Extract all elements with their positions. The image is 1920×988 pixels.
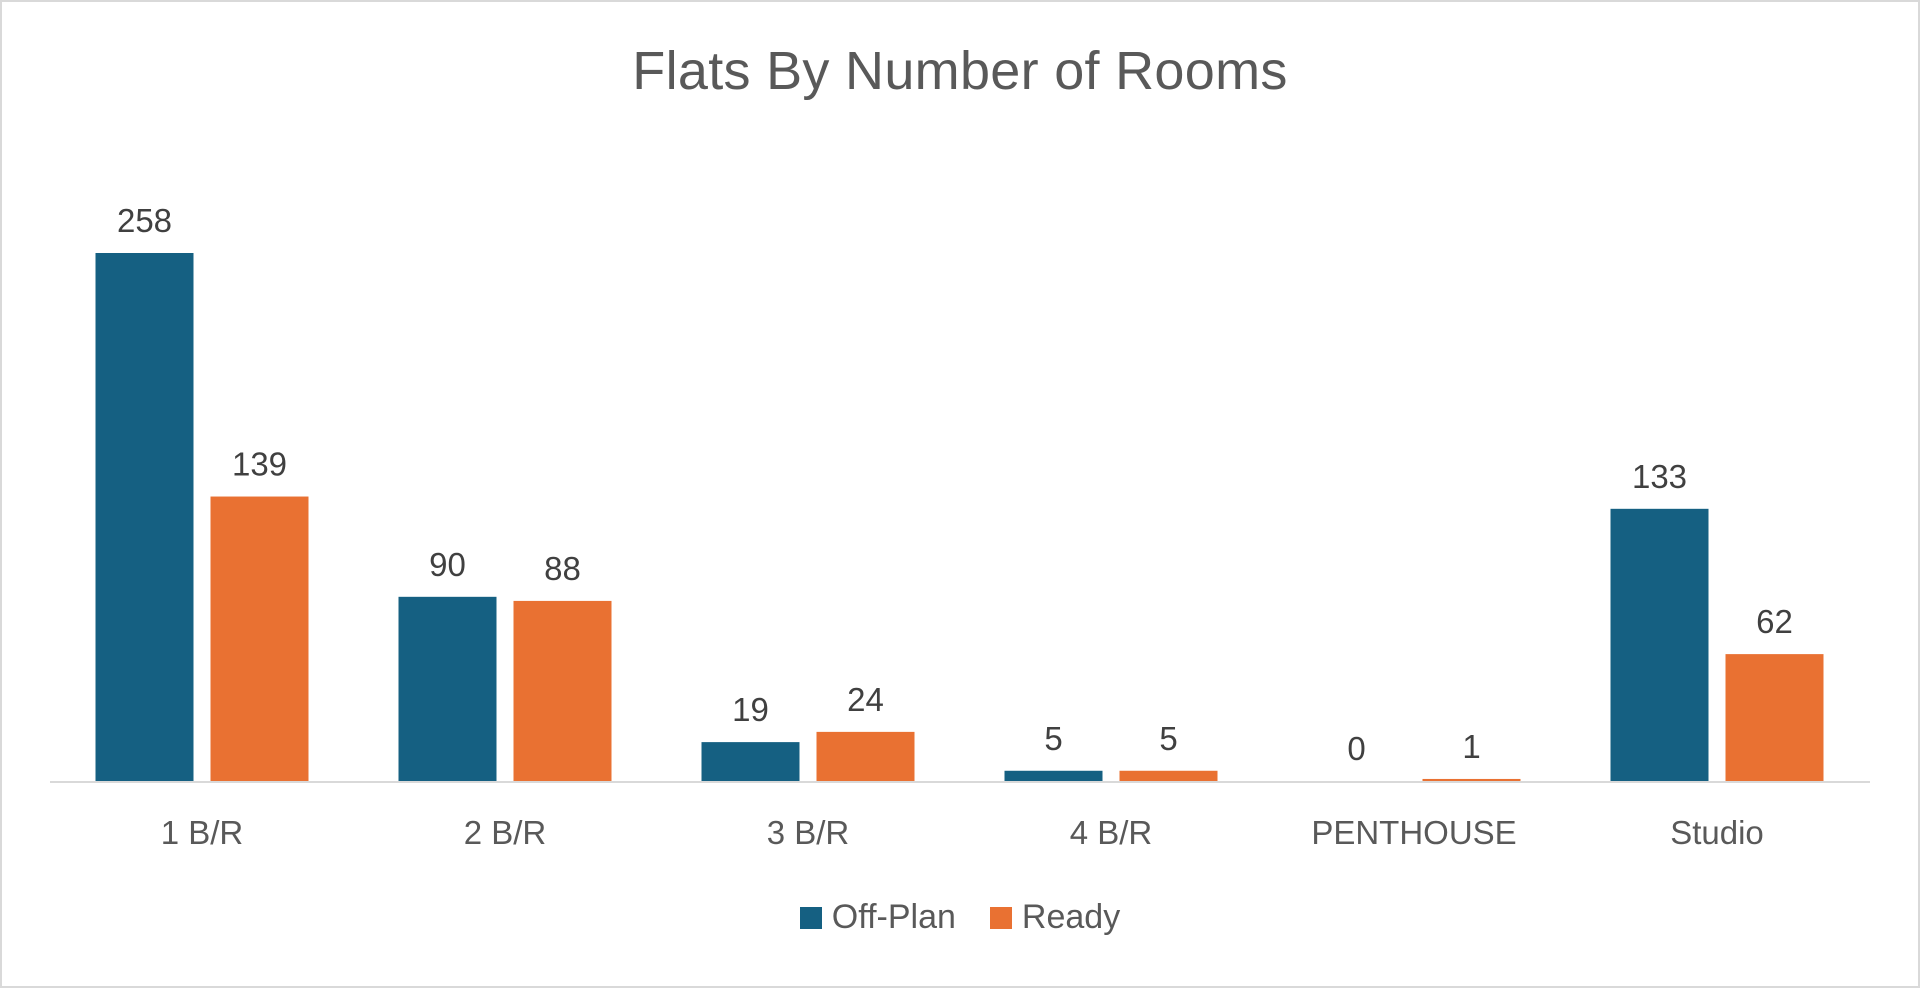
bar-ready-1-b-r [210, 496, 309, 781]
data-label-off-plan-1-b-r: 258 [117, 202, 172, 239]
bar-off-plan-1-b-r [95, 253, 194, 781]
data-label-off-plan-2-b-r: 90 [429, 546, 466, 583]
data-label-off-plan-penthouse: 0 [1347, 730, 1365, 767]
data-label-off-plan-4-b-r: 5 [1044, 720, 1062, 757]
data-label-ready-4-b-r: 5 [1159, 720, 1177, 757]
legend-swatch-off-plan [799, 906, 822, 929]
bar-ready-studio [1725, 654, 1824, 781]
data-label-off-plan-studio: 133 [1632, 458, 1687, 495]
legend-label-off-plan: Off-Plan [831, 898, 956, 936]
x-tick-label-penthouse: PENTHOUSE [1311, 814, 1516, 851]
x-tick-label-2-b-r: 2 B/R [464, 814, 547, 851]
bar-ready-4-b-r [1119, 770, 1218, 781]
x-tick-label-1-b-r: 1 B/R [161, 814, 244, 851]
data-label-ready-penthouse: 1 [1462, 728, 1480, 765]
legend-swatch-ready [989, 906, 1012, 929]
data-label-off-plan-3-b-r: 19 [732, 691, 769, 728]
data-label-ready-3-b-r: 24 [847, 681, 884, 718]
bar-off-plan-4-b-r [1004, 770, 1103, 781]
x-tick-label-studio: Studio [1670, 814, 1764, 851]
chart-title: Flats By Number of Rooms [632, 41, 1288, 101]
bar-off-plan-3-b-r [701, 742, 800, 781]
bar-ready-3-b-r [816, 731, 915, 781]
legend-item-ready: Ready [989, 898, 1121, 937]
data-label-ready-2-b-r: 88 [544, 550, 581, 587]
x-tick-label-3-b-r: 3 B/R [767, 814, 850, 851]
bar-off-plan-2-b-r [398, 596, 497, 781]
bar-ready-2-b-r [513, 600, 612, 781]
legend-label-ready: Ready [1021, 898, 1121, 936]
data-label-ready-1-b-r: 139 [232, 446, 287, 483]
legend-item-off-plan: Off-Plan [799, 898, 956, 937]
bar-ready-penthouse [1422, 778, 1521, 781]
bar-off-plan-studio [1610, 508, 1709, 781]
x-tick-label-4-b-r: 4 B/R [1070, 814, 1153, 851]
data-label-ready-studio: 62 [1756, 603, 1793, 640]
chart-legend: Off-Plan Ready [0, 898, 1920, 937]
